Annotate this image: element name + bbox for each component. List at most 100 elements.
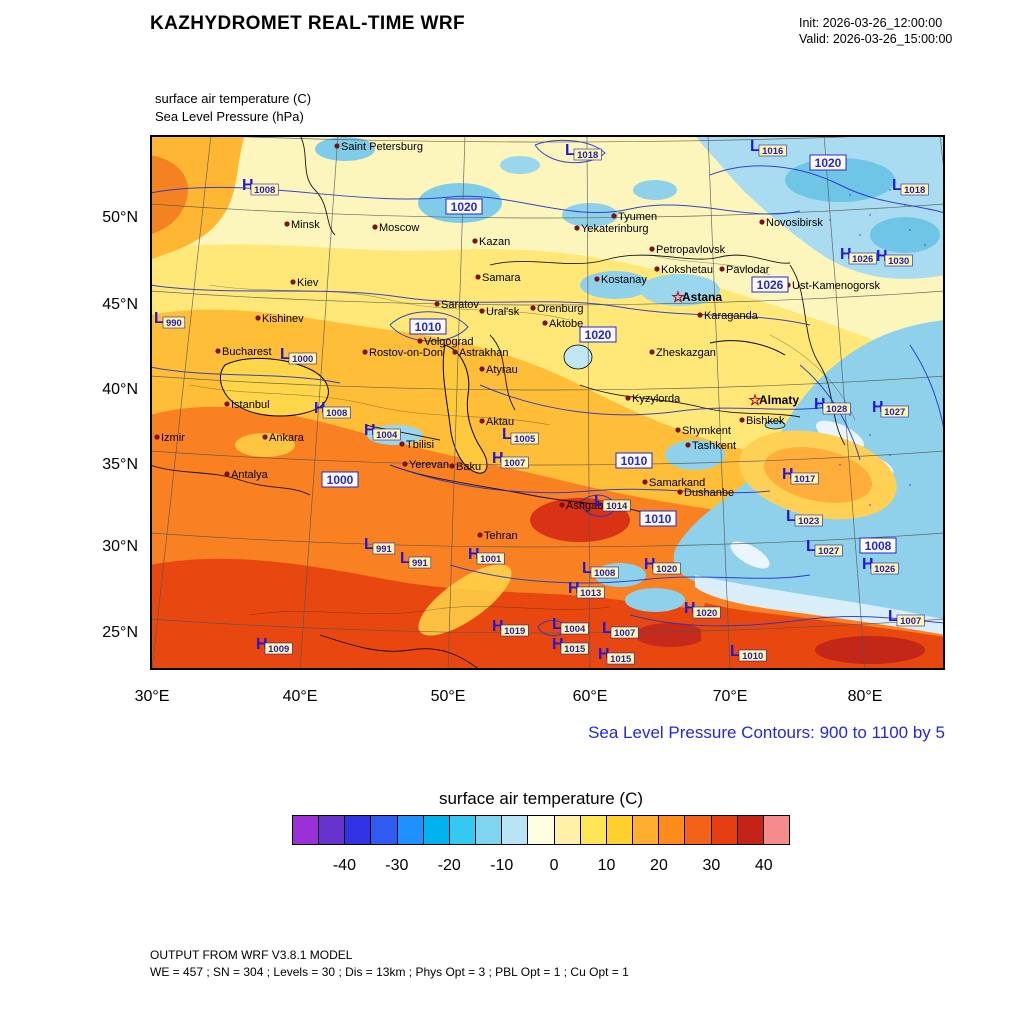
city-marker: Aktau	[479, 416, 514, 428]
pressure-label: 1008	[859, 537, 897, 554]
pressure-value: 1018	[904, 185, 925, 196]
city-dot-icon	[472, 238, 478, 244]
pressure-label: H 1008	[314, 400, 351, 419]
city-marker: Yerevan	[402, 459, 449, 471]
pressure-center-letter: L	[594, 493, 604, 510]
temperature-contours	[189, 254, 856, 616]
city-dot-icon	[284, 221, 290, 227]
city-dot-icon	[154, 434, 160, 440]
pressure-value-box	[476, 552, 505, 565]
city-label: Kostanay	[601, 274, 647, 286]
pressure-center-letter: H	[598, 646, 610, 663]
city-marker: Istanbul	[224, 399, 270, 411]
pressure-label: 1020	[809, 154, 847, 171]
pressure-value: 1014	[606, 501, 628, 512]
init-valid-block: Init: 2026-03-26_12:00:00 Valid: 2026-03…	[799, 15, 952, 48]
pressure-label: 1026	[751, 276, 789, 293]
city-dot-icon	[477, 532, 483, 538]
pressure-value-box	[602, 499, 631, 512]
city-label: Rostov-on-Don	[369, 347, 443, 359]
pressure-value-box	[288, 352, 317, 365]
colorbar-cell	[580, 816, 607, 844]
city-marker: Kyzylorda	[625, 393, 681, 405]
pressure-value-box	[372, 542, 396, 555]
pressure-value: 1018	[577, 150, 598, 161]
city-dot-icon	[759, 219, 765, 225]
cities-layer: Saint Petersburg Minsk Moscow Kazan Kiev Sama…	[154, 141, 881, 542]
pressure-label: H 1009	[256, 636, 293, 655]
city-label: Minsk	[291, 219, 320, 231]
pressure-label: L 1023	[786, 508, 823, 527]
isobar-value-box	[445, 198, 483, 215]
city-dot-icon	[417, 338, 423, 344]
colorbar-tick-label: -30	[385, 857, 409, 874]
colorbar-cell	[476, 816, 503, 844]
pressure-center-letter: L	[582, 560, 592, 577]
city-dot-icon	[479, 308, 485, 314]
pressure-center-letter: L	[565, 142, 575, 159]
pressure-center-letter: H	[256, 636, 268, 653]
city-marker: Kishinev	[255, 313, 304, 325]
pressure-center-letter: L	[280, 346, 290, 363]
city-label: Istanbul	[231, 399, 270, 411]
city-label: Pavlodar	[726, 264, 770, 276]
lat-label-25n: 25°N	[102, 624, 138, 641]
pressure-label: H 1028	[814, 396, 851, 415]
city-label: Kazan	[479, 236, 510, 248]
pressure-value-box	[372, 428, 401, 441]
city-marker: Minsk	[284, 219, 320, 231]
city-dot-icon	[649, 349, 655, 355]
pressure-label: H 1004	[364, 422, 401, 441]
city-marker: Yekaterinburg	[574, 223, 648, 235]
isobar-value: 1026	[757, 278, 784, 292]
colorbar-tick-label: 40	[754, 857, 773, 874]
pressure-center-letter: L	[502, 426, 512, 443]
city-dot-icon	[362, 349, 368, 355]
pressure-value: 991	[412, 558, 429, 569]
city-label: Zheskazgan	[656, 347, 716, 359]
city-label: Astrakhan	[459, 347, 509, 359]
pressure-label: H 1020	[684, 600, 721, 619]
isobar-value: 1010	[645, 512, 672, 526]
colorbar-cell	[711, 816, 738, 844]
colorbar-cell	[293, 816, 320, 844]
pressure-value-box	[794, 514, 823, 527]
pressure-center-letter: H	[364, 422, 376, 439]
pressure-value-box	[652, 562, 681, 575]
pressure-label: H 1001	[468, 546, 505, 565]
init-time: Init: 2026-03-26_12:00:00	[799, 16, 943, 30]
city-label: Tbilisi	[406, 439, 434, 451]
seas	[220, 340, 786, 474]
city-marker: Astrakhan	[452, 347, 509, 359]
pressure-label: 1020	[445, 198, 483, 215]
pressure-center-letter: L	[786, 508, 796, 525]
pressure-label: L 1018	[892, 177, 929, 196]
city-marker: Ankara	[262, 432, 305, 444]
city-dot-icon	[574, 225, 580, 231]
colorbar-tick-label: 20	[650, 857, 668, 874]
pressure-value: 1030	[888, 256, 909, 267]
pressure-label: L 1007	[888, 608, 925, 627]
city-label: Antalya	[231, 469, 269, 481]
city-marker: Antalya	[224, 469, 269, 481]
graticule	[150, 135, 945, 670]
city-dot-icon	[642, 479, 648, 485]
pressure-label: L 1000	[280, 346, 317, 365]
city-dot-icon	[479, 418, 485, 424]
city-marker: Moscow	[372, 222, 419, 234]
pressure-label: 1000	[321, 471, 359, 488]
city-marker: Karaganda	[697, 310, 759, 322]
isobar-value: 1010	[415, 320, 442, 334]
pressure-label: L 991	[400, 550, 432, 569]
city-marker: Rostov-on-Don	[362, 347, 443, 359]
lon-label-30e: 30°E	[134, 688, 170, 705]
city-marker: Volgograd	[417, 336, 474, 348]
city-marker: Ural'sk	[479, 306, 520, 318]
isobar-value: 1010	[621, 454, 648, 468]
pressure-value: 1017	[794, 474, 815, 485]
isobar-value-box	[409, 318, 447, 335]
pressure-center-letter: H	[684, 600, 696, 617]
pressure-value-box	[610, 626, 639, 639]
footer: OUTPUT FROM WRF V3.8.1 MODEL WE = 457 ; …	[150, 947, 629, 982]
colorbar-cell	[502, 816, 529, 844]
